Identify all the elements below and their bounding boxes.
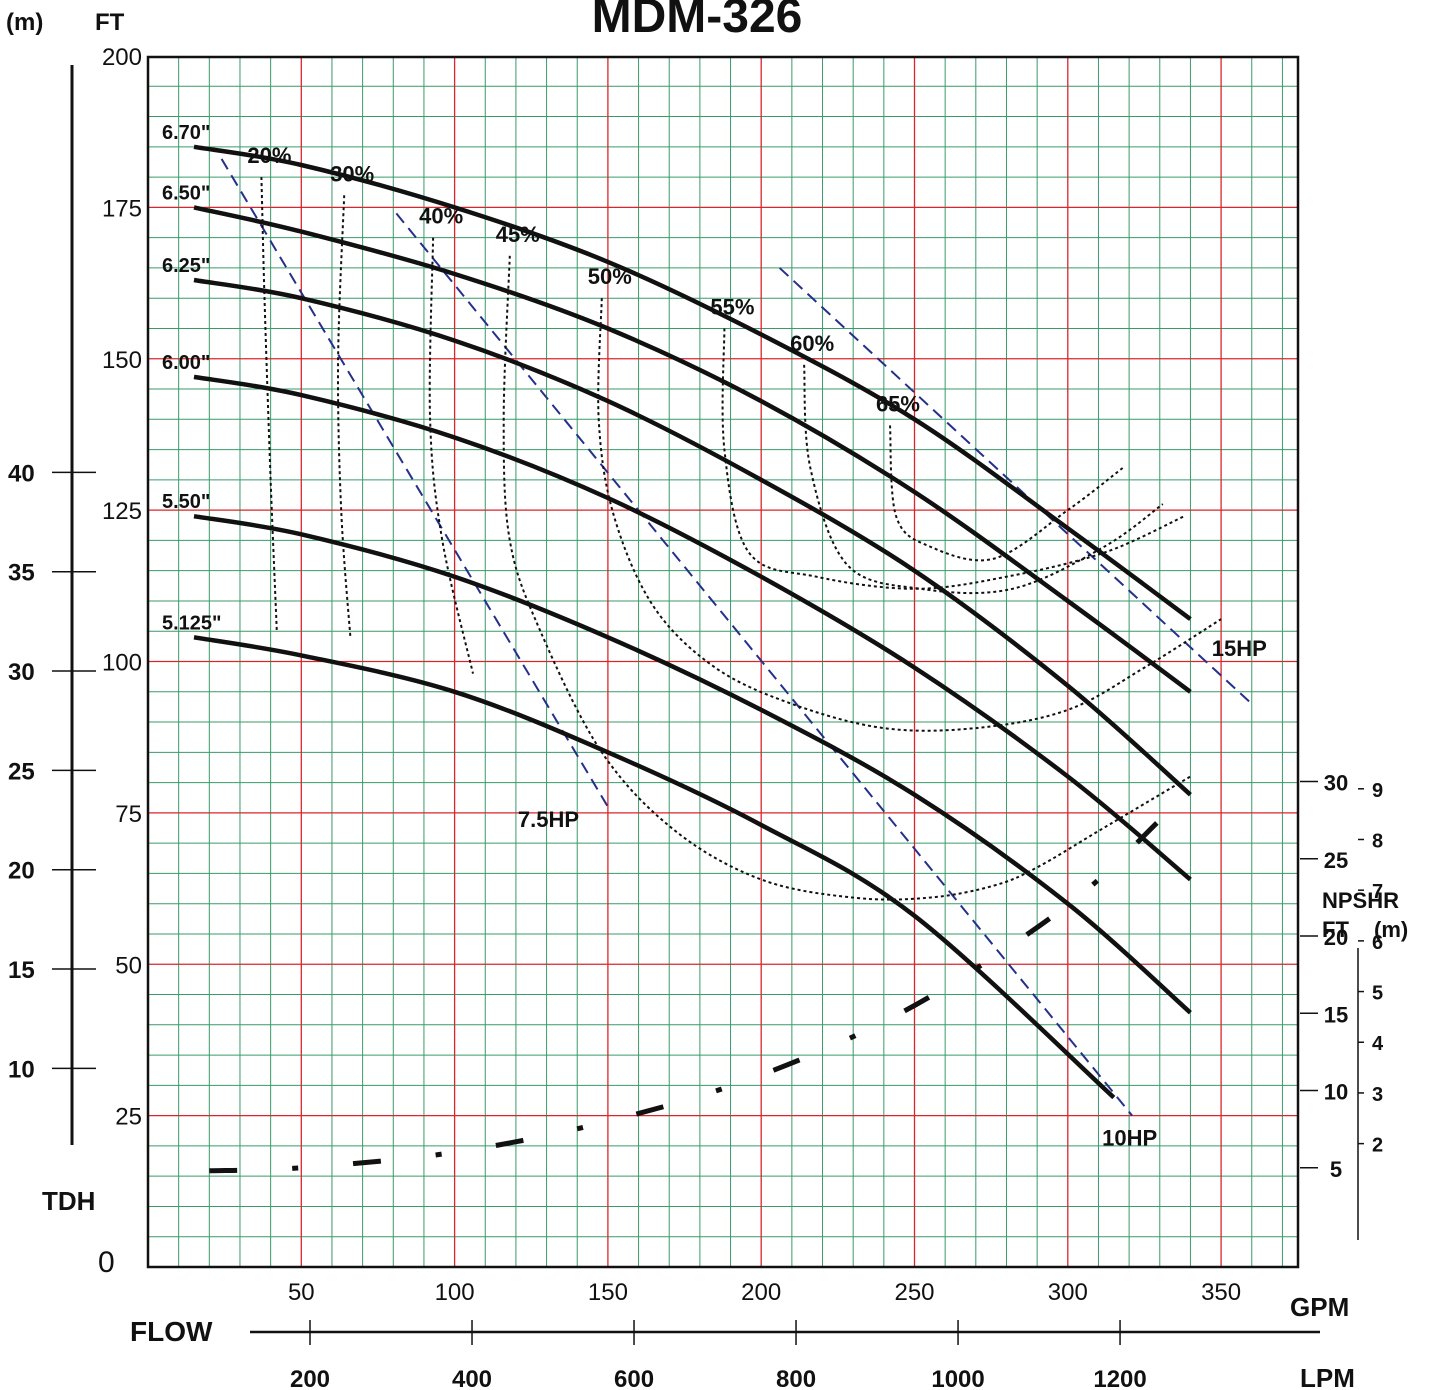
npshr-unit-ft: FT <box>1322 917 1349 942</box>
zero-label: 0 <box>98 1246 115 1279</box>
lpm-tick-label: 200 <box>290 1366 330 1390</box>
efficiency-label: 55% <box>710 294 754 319</box>
npshr-ft-tick-label: 10 <box>1324 1080 1348 1105</box>
lpm-tick-label: 1200 <box>1093 1366 1146 1390</box>
npshr-unit-m: (m) <box>1374 917 1408 942</box>
y-tick-label-ft: 75 <box>115 801 142 828</box>
lpm-tick-label: 400 <box>452 1366 492 1390</box>
x-tick-label: 350 <box>1201 1279 1241 1306</box>
hp-line <box>395 212 1133 1117</box>
y-tick-label-ft: 200 <box>102 44 142 71</box>
y-tick-label-ft: 50 <box>115 952 142 979</box>
y-tick-label-m: 20 <box>8 858 35 885</box>
efficiency-label: 60% <box>790 331 834 356</box>
npshr-m-tick-label: 4 <box>1372 1033 1384 1055</box>
y-tick-label-m: 40 <box>8 460 35 487</box>
efficiency-label: 40% <box>419 204 463 229</box>
npshr-m-tick-label: 6 <box>1372 932 1383 954</box>
impeller-diameter-label: 5.125" <box>162 612 222 634</box>
x-tick-label: 50 <box>288 1279 315 1306</box>
x-tick-label: 200 <box>741 1279 781 1306</box>
y-unit-m: (m) <box>6 9 43 36</box>
npshr-line <box>209 818 1162 1174</box>
y-tick-label-m: 35 <box>8 560 35 587</box>
y-tick-label-m: 30 <box>8 659 35 686</box>
x-tick-label: 250 <box>894 1279 934 1306</box>
efficiency-curve <box>721 328 1185 590</box>
efficiency-curve <box>337 195 352 638</box>
efficiency-label: 50% <box>588 264 632 289</box>
efficiency-curve <box>803 364 1164 595</box>
y-tick-label-m: 10 <box>8 1056 35 1083</box>
y-tick-label-m: 25 <box>8 758 35 785</box>
npshr-ft-tick-label: 20 <box>1324 925 1348 950</box>
x-label-gpm: GPM <box>1290 1292 1349 1322</box>
npshr-m-tick-label: 3 <box>1372 1084 1383 1106</box>
npshr-ft-tick-label: 5 <box>1330 1157 1342 1182</box>
y-tick-label-ft: 100 <box>102 650 142 677</box>
lpm-tick-label: 600 <box>614 1366 654 1390</box>
axes: 50 100 150 200 250 300 35025507510012515017520… <box>8 44 1384 1390</box>
impeller-curve <box>193 635 1116 1100</box>
efficiency-curve <box>260 177 278 632</box>
npshr-m-tick-label: 5 <box>1372 983 1383 1005</box>
y-tick-label-ft: 175 <box>102 195 142 222</box>
efficiency-curve <box>597 298 1222 732</box>
flow-label: FLOW <box>130 1316 213 1347</box>
hp-label: 7.5HP <box>518 807 579 832</box>
efficiency-label: 45% <box>496 222 540 247</box>
major-gridlines <box>148 57 1298 1267</box>
impeller-head-curves <box>193 144 1192 1100</box>
chart-title: MDM-326 <box>592 0 803 43</box>
x-label-lpm: LPM <box>1300 1363 1355 1390</box>
npshr-m-tick-label: 2 <box>1372 1135 1383 1157</box>
x-tick-label: 100 <box>435 1279 475 1306</box>
hp-line <box>778 267 1253 705</box>
plot-frame <box>146 55 1300 1269</box>
y-tick-label-m: 15 <box>8 957 35 984</box>
impeller-curve <box>193 205 1192 694</box>
npshr-ft-tick-label: 25 <box>1324 848 1348 873</box>
y-tick-label-ft: 25 <box>115 1104 142 1131</box>
hp-label: 15HP <box>1212 636 1267 661</box>
y-tick-label-ft: 150 <box>102 347 142 374</box>
y-unit-ft: FT <box>95 9 125 36</box>
efficiency-curve <box>502 255 1191 901</box>
impeller-diameter-label: 5.50" <box>162 491 210 513</box>
lpm-tick-label: 1000 <box>931 1366 984 1390</box>
npshr-ft-tick-label: 15 <box>1324 1002 1348 1027</box>
npshr-label: NPSHR <box>1322 888 1399 913</box>
impeller-diameter-label: 6.50" <box>162 182 210 204</box>
impeller-diameter-label: 6.25" <box>162 255 210 277</box>
efficiency-label: 65% <box>876 391 920 416</box>
impeller-diameter-label: 6.70" <box>162 122 210 144</box>
lpm-tick-label: 800 <box>776 1366 816 1390</box>
impeller-curve <box>193 144 1192 621</box>
efficiency-curve <box>428 237 474 674</box>
npshr-curve <box>209 818 1162 1174</box>
efficiency-curves <box>260 177 1222 901</box>
npshr-ft-tick-label: 30 <box>1324 771 1348 796</box>
impeller-curve <box>193 277 1192 797</box>
impeller-curve <box>193 374 1192 882</box>
y-tick-label-ft: 125 <box>102 498 142 525</box>
x-tick-label: 150 <box>588 1279 628 1306</box>
impeller-diameter-label: 6.00" <box>162 352 210 374</box>
npshr-m-tick-label: 8 <box>1372 830 1383 852</box>
efficiency-curve <box>889 425 1124 562</box>
y-axis-label: TDH <box>42 1186 95 1216</box>
x-tick-label: 300 <box>1048 1279 1088 1306</box>
efficiency-label: 20% <box>247 143 291 168</box>
hp-label: 10HP <box>1102 1126 1157 1151</box>
npshr-m-tick-label: 7 <box>1372 881 1383 903</box>
curve-labels: 6.70" 6.50" 6.25" 6.00" 5.50" 5.125" 20% 30% 40%… <box>162 122 1267 1151</box>
impeller-curve <box>193 513 1192 1015</box>
hp-line <box>220 158 609 808</box>
npshr-m-tick-label: 9 <box>1372 780 1383 802</box>
efficiency-label: 30% <box>330 161 374 186</box>
